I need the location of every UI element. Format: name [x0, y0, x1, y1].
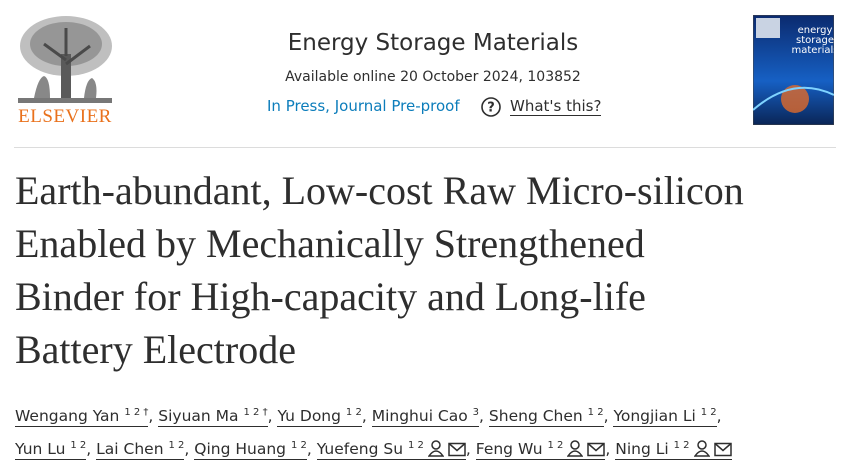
separator: , — [306, 440, 312, 459]
separator: , — [184, 440, 190, 459]
author-name: Yongjian Li — [613, 407, 696, 426]
separator: , — [267, 407, 273, 426]
separator: , — [148, 407, 154, 426]
author[interactable]: Qing Huang 1 2 — [194, 440, 307, 461]
author-name: Siyuan Ma — [158, 407, 239, 426]
author[interactable]: Yu Dong 1 2 — [277, 407, 362, 428]
person-icon[interactable] — [693, 440, 710, 458]
author-affiliation: 3 — [472, 407, 480, 418]
separator: , — [716, 407, 722, 426]
author-name: Ning Li — [615, 440, 669, 459]
author-name: Qing Huang — [194, 440, 287, 459]
author-name: Yuefeng Su — [316, 440, 404, 459]
author-name: Feng Wu — [475, 440, 543, 459]
author-affiliation: 1 2 — [547, 440, 564, 452]
separator: , — [605, 440, 611, 459]
author-affiliation: 1 2 — [673, 440, 690, 452]
author-name: Yu Dong — [277, 407, 341, 426]
author-affiliation: 1 2 — [168, 440, 185, 452]
article-title: Earth-abundant, Low-cost Raw Micro-silic… — [15, 164, 744, 376]
author[interactable]: Wengang Yan 1 2 † — [15, 407, 149, 428]
author-name: Minghui Cao — [371, 407, 468, 426]
author-name: Yun Lu — [15, 440, 66, 459]
publisher-logo — [14, 14, 116, 106]
whats-this-link[interactable]: What's this? — [510, 97, 602, 116]
author-affiliation: 1 2 — [700, 407, 717, 418]
mail-icon[interactable] — [448, 442, 466, 457]
separator: , — [465, 440, 471, 459]
author[interactable]: Ning Li 1 2 — [615, 440, 732, 461]
author-affiliation: 1 2 — [70, 440, 87, 452]
separator: , — [86, 440, 92, 459]
author[interactable]: Siyuan Ma 1 2 † — [158, 407, 268, 428]
divider — [14, 147, 836, 148]
author[interactable]: Lai Chen 1 2 — [96, 440, 185, 461]
author-name: Lai Chen — [96, 440, 164, 459]
cover-title: energy — [798, 25, 833, 36]
cover-title: storage — [796, 35, 834, 46]
person-icon[interactable] — [427, 440, 445, 458]
status-link[interactable]: In Press, Journal Pre-proof — [267, 97, 460, 115]
title-line: Battery Electrode — [15, 327, 296, 372]
mail-icon[interactable] — [713, 442, 732, 457]
title-line: Binder for High-capacity and Long-life — [15, 274, 646, 319]
author-list: Wengang Yan 1 2 †, Siyuan Ma 1 2 †, Yu D… — [15, 398, 732, 464]
person-icon[interactable] — [566, 440, 584, 458]
author-affiliation: 1 2 — [345, 407, 362, 418]
author[interactable]: Yun Lu 1 2 — [15, 440, 87, 461]
author-affiliation: 1 2 † — [243, 407, 268, 418]
title-line: Enabled by Mechanically Strengthened — [15, 221, 645, 266]
journal-name[interactable]: Energy Storage Materials — [287, 30, 579, 56]
author-affiliation: 1 2 — [407, 440, 424, 452]
mail-icon[interactable] — [587, 442, 606, 457]
separator: , — [603, 407, 609, 426]
author-name: Wengang Yan — [15, 407, 120, 426]
publisher-name: ELSEVIER — [18, 106, 112, 127]
author[interactable]: Minghui Cao 3 — [371, 407, 480, 428]
author-affiliation: 1 2 — [290, 440, 307, 452]
help-icon[interactable]: ? — [480, 96, 502, 118]
author-name: Sheng Chen — [488, 407, 583, 426]
svg-text:?: ? — [487, 101, 495, 116]
separator: , — [479, 407, 484, 426]
author-affiliation: 1 2 † — [124, 407, 149, 418]
author[interactable]: Sheng Chen 1 2 — [488, 407, 604, 428]
separator: , — [361, 407, 367, 426]
author[interactable]: Yongjian Li 1 2 — [613, 407, 717, 428]
author[interactable]: Yuefeng Su 1 2 — [316, 440, 466, 461]
availability: Available online 20 October 2024, 103852 — [285, 69, 581, 85]
author-affiliation: 1 2 — [587, 407, 604, 418]
title-line: Earth-abundant, Low-cost Raw Micro-silic… — [15, 168, 744, 213]
cover-title: materials — [792, 45, 834, 56]
author[interactable]: Feng Wu 1 2 — [475, 440, 606, 461]
